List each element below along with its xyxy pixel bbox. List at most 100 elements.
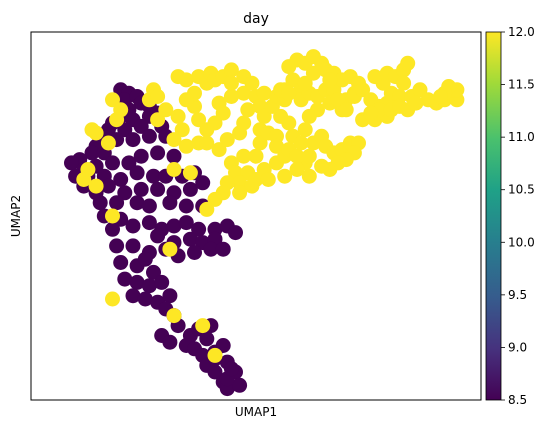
scatter-point xyxy=(256,85,272,101)
scatter-point xyxy=(355,82,371,98)
colorbar xyxy=(485,31,502,401)
scatter-point xyxy=(84,145,100,161)
scatter-point xyxy=(207,191,223,207)
scatter-point xyxy=(150,228,166,244)
colorbar-tick-label: 9.5 xyxy=(508,288,527,302)
scatter-point xyxy=(125,218,141,234)
scatter-points xyxy=(64,49,465,397)
scatter-point xyxy=(433,89,448,104)
scatter-point xyxy=(125,288,141,304)
scatter-point xyxy=(141,128,157,144)
scatter-point xyxy=(178,92,194,108)
scatter-point xyxy=(162,334,178,350)
scatter-point xyxy=(178,72,194,88)
scatter-point xyxy=(158,102,174,118)
scatter-point xyxy=(314,158,330,174)
scatter-point xyxy=(260,172,276,187)
scatter-point xyxy=(150,112,166,128)
scatter-point xyxy=(166,132,182,148)
x-axis-label: UMAP1 xyxy=(235,405,277,419)
scatter-point xyxy=(146,168,161,184)
scatter-point xyxy=(129,165,145,181)
colorbar-tick-label: 9.0 xyxy=(508,340,527,354)
scatter-point xyxy=(396,75,412,91)
scatter-point xyxy=(125,132,141,148)
scatter-point xyxy=(211,142,227,158)
scatter-point xyxy=(178,138,194,154)
scatter-point xyxy=(137,251,153,267)
scatter-point xyxy=(293,135,309,151)
scatter-point xyxy=(256,108,272,124)
scatter-point xyxy=(166,148,182,164)
scatter-point xyxy=(141,215,157,231)
scatter-point xyxy=(178,198,194,214)
scatter-point xyxy=(363,105,379,121)
y-axis-label: UMAP2 xyxy=(9,195,23,237)
scatter-point xyxy=(215,338,231,353)
scatter-point xyxy=(301,168,317,184)
scatter-point xyxy=(232,377,248,393)
scatter-point xyxy=(207,364,223,380)
scatter-point xyxy=(301,108,317,124)
scatter-point xyxy=(141,278,157,294)
scatter-point xyxy=(133,181,149,197)
scatter-point xyxy=(174,122,190,138)
scatter-point xyxy=(228,225,243,241)
plot-frame xyxy=(30,31,482,401)
scatter-point xyxy=(277,168,293,184)
scatter-point xyxy=(207,347,223,363)
scatter-point xyxy=(244,75,260,91)
scatter-point xyxy=(236,85,252,101)
scatter-point xyxy=(187,245,202,260)
scatter-point xyxy=(223,62,239,78)
scatter-point xyxy=(150,145,166,161)
scatter-point xyxy=(105,208,120,224)
colorbar-ticks: 8.5 9.0 9.5 10.0 10.5 11.0 11.5 12.0 xyxy=(501,25,535,407)
scatter-point xyxy=(117,185,133,201)
scatter-point xyxy=(297,122,313,138)
scatter-point xyxy=(182,165,198,181)
scatter-point xyxy=(162,241,178,257)
colorbar-tick-label: 10.0 xyxy=(508,235,535,249)
scatter-point xyxy=(150,89,166,104)
scatter-point xyxy=(322,72,338,88)
scatter-point xyxy=(195,175,211,191)
scatter-point xyxy=(121,155,137,171)
scatter-point xyxy=(166,162,182,177)
scatter-point xyxy=(338,102,354,118)
scatter-point xyxy=(269,138,284,154)
scatter-point xyxy=(170,108,186,124)
colorbar-tick-label: 12.0 xyxy=(508,25,535,39)
scatter-point xyxy=(215,241,231,257)
scatter-point xyxy=(84,122,100,138)
colorbar-tick-label: 11.0 xyxy=(508,130,535,144)
scatter-point xyxy=(191,221,207,237)
scatter-point xyxy=(281,85,297,101)
scatter-point xyxy=(367,69,383,85)
scatter-point xyxy=(109,195,125,211)
scatter-point xyxy=(240,102,256,118)
scatter-point xyxy=(412,82,428,98)
scatter-point xyxy=(162,288,178,304)
scatter-point xyxy=(236,148,252,164)
scatter-point xyxy=(223,89,239,104)
scatter-point xyxy=(105,291,120,307)
scatter-point xyxy=(244,178,260,194)
scatter-point xyxy=(289,148,305,164)
scatter-point xyxy=(301,148,317,164)
scatter-point xyxy=(88,178,104,194)
scatter-point xyxy=(199,201,215,217)
scatter-point xyxy=(199,122,215,138)
scatter-point xyxy=(232,185,248,201)
scatter-point xyxy=(137,291,153,307)
scatter-point xyxy=(203,241,219,257)
scatter-point xyxy=(162,195,178,211)
scatter-point xyxy=(113,172,129,187)
scatter-point xyxy=(215,105,231,121)
scatter-point xyxy=(182,181,198,197)
scatter-point xyxy=(129,274,145,290)
scatter-point xyxy=(195,318,211,334)
scatter-point xyxy=(273,108,289,124)
scatter-point xyxy=(330,92,346,108)
